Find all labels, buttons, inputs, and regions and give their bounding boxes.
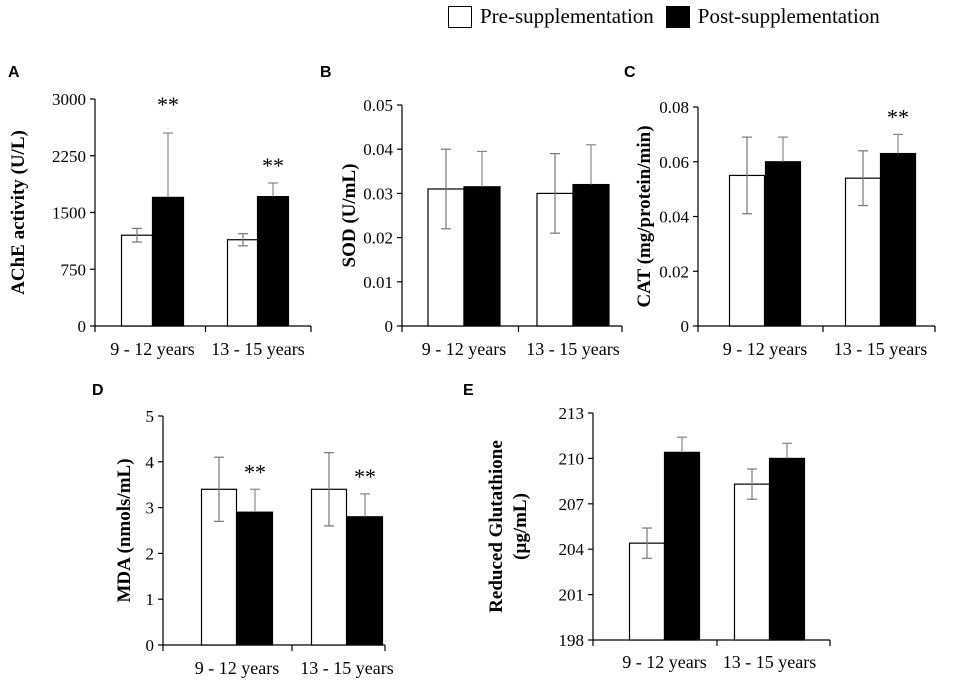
panel-e-bar-pre — [733, 483, 771, 641]
panel-b-category-label: 13 - 15 years — [526, 339, 619, 359]
panel-label-c: C — [624, 64, 636, 81]
panel-a-bar-pre — [226, 239, 260, 327]
panel-c-category-label: 9 - 12 years — [723, 339, 807, 359]
panel-e-bar-post — [768, 457, 806, 641]
legend-item-post: Post-supplementation — [665, 4, 880, 29]
panel-a-y-tick-label: 1500 — [52, 204, 86, 223]
panel-d-y-tick-label: 1 — [146, 590, 155, 609]
panel-d-y-tick-label: 3 — [146, 499, 155, 518]
panel-d-significance-marker: ** — [354, 464, 376, 489]
panel-e-bar-post — [663, 451, 701, 641]
panel-b-y-axis-label: SOD (U/mL) — [339, 164, 360, 268]
panel-b-y-tick-label: 0.05 — [363, 96, 393, 115]
panel-e-category-label: 13 - 15 years — [723, 652, 816, 672]
panel-d-significance-marker: ** — [244, 459, 266, 484]
panel-b-y-tick-label: 0.01 — [363, 273, 393, 292]
panel-b-y-tick-label: 0.03 — [363, 184, 393, 203]
panel-e-y-tick-label: 204 — [559, 540, 585, 559]
panel-a-significance-marker: ** — [157, 92, 179, 117]
panel-d-category-label: 13 - 15 years — [300, 658, 393, 678]
panel-b-y-tick-label: 0 — [385, 317, 394, 336]
panel-a-y-tick-label: 750 — [61, 260, 87, 279]
panel-e-y-tick-label: 210 — [559, 449, 585, 468]
panel-c-y-tick-label: 0.06 — [659, 153, 689, 172]
panel-e-y-tick-label: 201 — [559, 586, 585, 605]
panel-c-bar-post — [764, 161, 802, 327]
legend-swatch-pre — [448, 5, 472, 28]
panel-e-y-axis-label: Reduced Glutathione — [486, 440, 507, 613]
panel-b-bar-pre — [536, 192, 574, 327]
panel-label-d: D — [92, 382, 104, 399]
panel-a-y-tick-label: 3000 — [52, 90, 86, 109]
panel-e-category-label: 9 - 12 years — [622, 652, 706, 672]
panel-b-y-tick-label: 0.02 — [363, 229, 393, 248]
panel-c-y-tick-label: 0 — [681, 317, 690, 336]
panel-d-y-tick-label: 0 — [146, 636, 155, 655]
panel-label-b: B — [320, 64, 332, 81]
panel-b-category-label: 9 - 12 years — [422, 339, 506, 359]
legend: Pre-supplementation Post-supplementation — [448, 4, 892, 29]
panel-b-y-tick-label: 0.04 — [363, 140, 393, 159]
legend-label-post: Post-supplementation — [697, 4, 880, 28]
panel-d-y-tick-label: 5 — [146, 407, 155, 426]
panel-a-significance-marker: ** — [262, 153, 284, 178]
panel-a-bar-pre — [120, 234, 154, 327]
panel-a-y-tick-label: 2250 — [52, 147, 86, 166]
panel-e-y-tick-label: 207 — [559, 495, 585, 514]
panel-b-bar-post — [463, 186, 501, 327]
panel-d-y-tick-label: 2 — [146, 544, 155, 563]
panel-e-y-tick-label: 198 — [559, 631, 585, 650]
panel-a-bar-post — [256, 196, 290, 327]
panel-e-y-tick-label: 213 — [559, 404, 585, 423]
panel-label-e: E — [463, 382, 474, 399]
panel-d-bar-post — [236, 511, 274, 646]
panel-e-y-axis-label: (µg/mL) — [510, 493, 531, 560]
panel-a-bar-post — [151, 196, 185, 327]
panel-a-category-label: 13 - 15 years — [211, 339, 304, 359]
panel-d-y-axis-label: MDA (nmols/mL) — [114, 458, 135, 602]
panel-c-significance-marker: ** — [887, 104, 909, 129]
panel-d-y-tick-label: 4 — [146, 453, 155, 472]
panel-d-bar-post — [346, 516, 384, 646]
panel-a-category-label: 9 - 12 years — [110, 339, 194, 359]
panel-a-y-axis-label: AChE activity (U/L) — [8, 130, 29, 295]
panel-a-y-tick-label: 0 — [78, 317, 87, 336]
panel-c-category-label: 13 - 15 years — [834, 339, 927, 359]
panel-b-bar-post — [572, 183, 610, 327]
panel-c-y-tick-label: 0.02 — [659, 262, 689, 281]
panel-d-category-label: 9 - 12 years — [195, 658, 279, 678]
panel-c-bar-post — [879, 152, 917, 327]
panel-label-a: A — [8, 64, 20, 81]
panel-e-bar-pre — [628, 542, 666, 641]
panel-c-y-tick-label: 0.08 — [659, 98, 689, 117]
legend-swatch-post — [665, 5, 690, 28]
panel-c-y-axis-label: CAT (mg/protein/min) — [634, 125, 655, 307]
legend-item-pre: Pre-supplementation — [448, 4, 654, 29]
legend-label-pre: Pre-supplementation — [480, 4, 654, 28]
panel-c-y-tick-label: 0.04 — [659, 208, 689, 227]
